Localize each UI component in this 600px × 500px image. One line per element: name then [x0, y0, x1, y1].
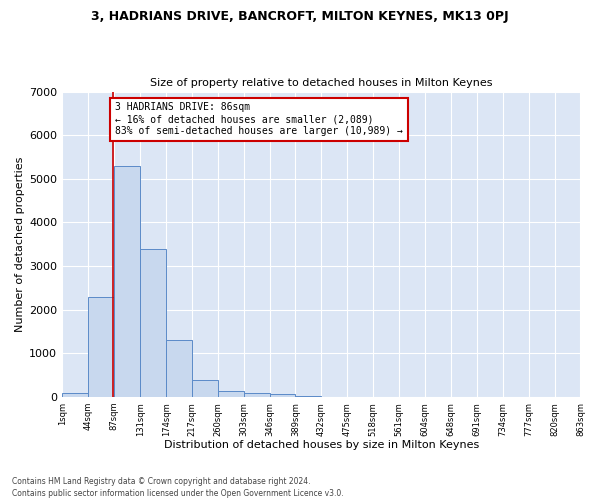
Bar: [192, 380, 218, 397]
Text: Contains HM Land Registry data © Crown copyright and database right 2024.
Contai: Contains HM Land Registry data © Crown c…: [12, 476, 344, 498]
Bar: [114, 166, 140, 397]
Bar: [295, 396, 322, 397]
Bar: [62, 394, 88, 397]
Y-axis label: Number of detached properties: Number of detached properties: [15, 156, 25, 332]
Bar: [269, 394, 295, 397]
Bar: [166, 340, 192, 397]
Text: 3, HADRIANS DRIVE, BANCROFT, MILTON KEYNES, MK13 0PJ: 3, HADRIANS DRIVE, BANCROFT, MILTON KEYN…: [91, 10, 509, 23]
Bar: [244, 392, 269, 397]
Title: Size of property relative to detached houses in Milton Keynes: Size of property relative to detached ho…: [150, 78, 493, 88]
Bar: [218, 390, 244, 397]
Bar: [140, 248, 166, 397]
Text: 3 HADRIANS DRIVE: 86sqm
← 16% of detached houses are smaller (2,089)
83% of semi: 3 HADRIANS DRIVE: 86sqm ← 16% of detache…: [115, 102, 403, 136]
Bar: [88, 296, 114, 397]
X-axis label: Distribution of detached houses by size in Milton Keynes: Distribution of detached houses by size …: [164, 440, 479, 450]
